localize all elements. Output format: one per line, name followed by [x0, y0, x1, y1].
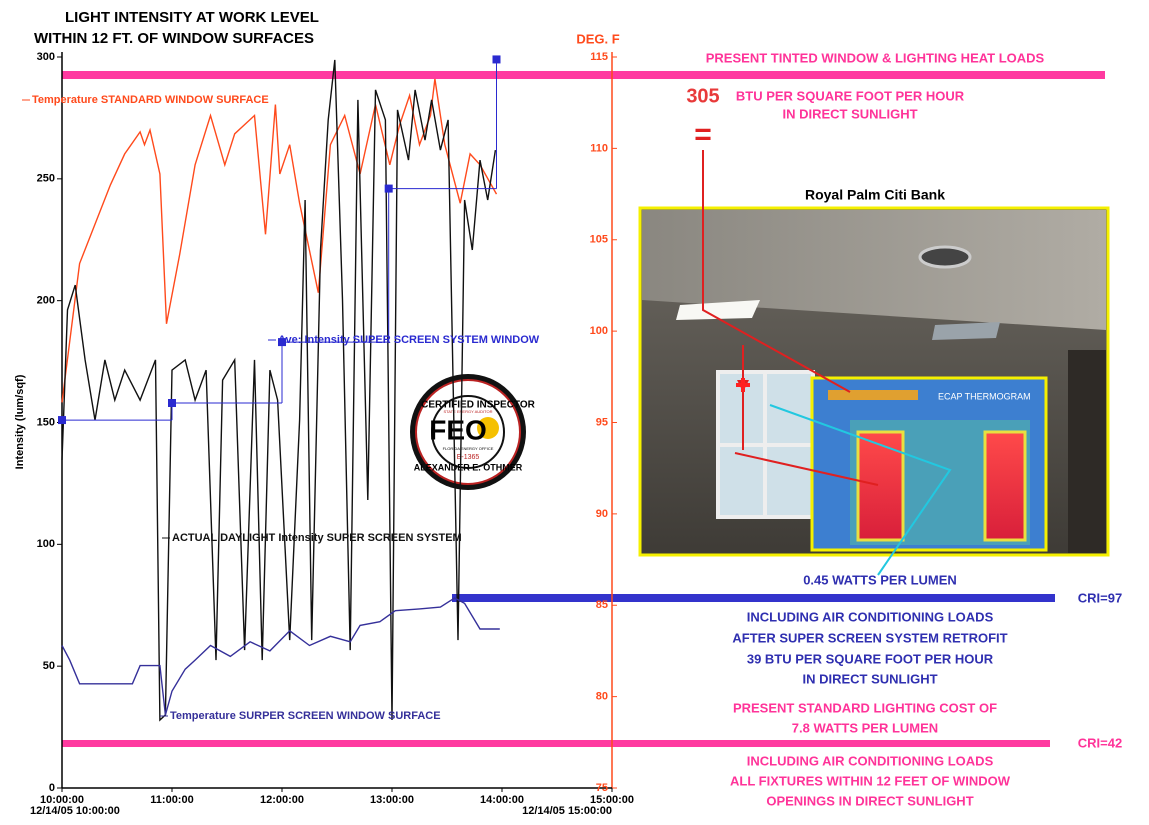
seal [410, 374, 526, 490]
seal-text: ALEXANDER E. OTHMER [414, 462, 523, 472]
annotation: 0.45 WATTS PER LUMEN [803, 572, 957, 587]
x-tick-label: 12:00:00 [260, 794, 304, 806]
series-label: Temperature SURPER SCREEN WINDOW SURFACE [170, 710, 441, 722]
seal-text: CERTIFIED INSPECTOR [421, 400, 535, 411]
y2-tick-label: 110 [590, 142, 608, 154]
x-tick-label: 11:00:00 [150, 794, 193, 806]
photo-title: Royal Palm Citi Bank [805, 187, 945, 203]
series-label: ACTUAL DAYLIGHT Intensity SUPER SCREEN S… [172, 532, 462, 544]
series-line [61, 59, 497, 722]
series-line [61, 597, 500, 716]
standard-load-bar [62, 740, 1050, 747]
x-tick-label: 14:00:00 [480, 794, 524, 806]
x-tick-label: 10:00:00 [40, 794, 84, 806]
y2-axis-label: DEG. F [576, 31, 619, 46]
marker [278, 338, 286, 347]
annotation: = [694, 118, 712, 151]
seal-text: STATE ENERGY AUDITOR [443, 409, 492, 414]
y-tick-label: 0 [49, 782, 55, 794]
annotation: BTU PER SQUARE FOOT PER HOUR [736, 88, 965, 103]
marker [492, 55, 501, 64]
y-tick-label: 300 [37, 51, 55, 63]
annotation: INCLUDING AIR CONDITIONING LOADS [747, 753, 994, 768]
y2-tick-label: 80 [596, 691, 608, 703]
y-tick-label: 200 [37, 295, 55, 307]
y-axis-label: Intensity (lum/sqf) [14, 374, 26, 469]
annotation: INCLUDING AIR CONDITIONING LOADS [747, 609, 994, 624]
annotation: ALL FIXTURES WITHIN 12 FEET OF WINDOW [730, 773, 1011, 788]
chart-title: LIGHT INTENSITY AT WORK LEVEL [65, 9, 319, 26]
seal-text: FEO [429, 414, 487, 445]
x-tick-label: 15:00:00 [590, 794, 634, 806]
x-date-label: 12/14/05 10:00:00 [30, 805, 120, 817]
annotation: IN DIRECT SUNLIGHT [782, 106, 917, 121]
y2-tick-label: 100 [590, 325, 608, 337]
annotation: PRESENT STANDARD LIGHTING COST OF [733, 700, 997, 715]
y2-tick-label: 90 [596, 508, 608, 520]
annotation: 39 BTU PER SQUARE FOOT PER HOUR [747, 651, 994, 666]
annotation: CRI=97 [1078, 590, 1122, 605]
marker [168, 399, 176, 408]
series-label: Ave: Intensity SUPER SCREEN SYSTEM WINDO… [278, 334, 540, 346]
annotation: 7.8 WATTS PER LUMEN [792, 720, 938, 735]
photo [638, 150, 1110, 576]
y2-tick-label: 105 [590, 234, 608, 246]
y2-tick-label: 95 [596, 416, 608, 428]
chart-title: WITHIN 12 FT. OF WINDOW SURFACES [34, 30, 314, 47]
y-tick-label: 50 [43, 660, 55, 672]
seal-text: FLORIDA ENERGY OFFICE [443, 446, 494, 451]
seal-text: E-1365 [457, 454, 480, 461]
series-label: Temperature STANDARD WINDOW SURFACE [32, 94, 269, 106]
marker [384, 184, 393, 193]
y2-tick-label: 115 [590, 51, 608, 63]
marker [58, 416, 66, 425]
annotation: AFTER SUPER SCREEN SYSTEM RETROFIT [732, 630, 1007, 645]
photo-label: ECAP THERMOGRAM [938, 391, 1031, 401]
y-tick-label: 150 [37, 416, 55, 428]
series-line [61, 78, 498, 403]
annotation: OPENINGS IN DIRECT SUNLIGHT [766, 793, 973, 808]
annotation: IN DIRECT SUNLIGHT [802, 671, 937, 686]
y2-tick-label: 85 [596, 599, 608, 611]
annotation: 305 [686, 85, 719, 107]
x-date-label: 12/14/05 15:00:00 [522, 805, 612, 817]
heat-load-bar [62, 71, 1105, 79]
y2-tick-label: 75 [596, 782, 608, 794]
x-tick-label: 13:00:00 [370, 794, 414, 806]
y-tick-label: 250 [37, 173, 55, 185]
retrofit-load-bar [452, 594, 1055, 602]
y-tick-label: 100 [37, 538, 55, 550]
annotation: PRESENT TINTED WINDOW & LIGHTING HEAT LO… [706, 50, 1045, 65]
annotation: CRI=42 [1078, 735, 1122, 750]
